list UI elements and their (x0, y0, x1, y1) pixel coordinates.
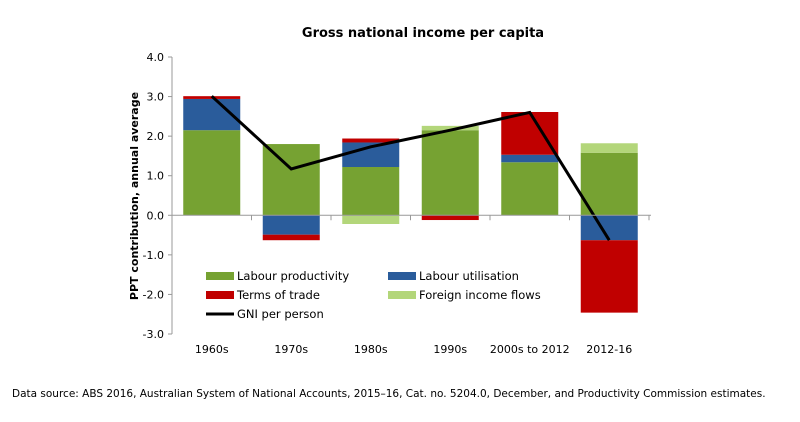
bar-foreign-income-flows (580, 143, 638, 153)
legend-swatch (206, 291, 234, 299)
legend-swatch (388, 291, 416, 299)
bar-labour-productivity (580, 152, 638, 216)
legend-label: Labour utilisation (419, 269, 519, 283)
chart-title: Gross national income per capita (302, 26, 544, 41)
legend-label: GNI per person (237, 307, 324, 321)
x-tick-label: 2012-16 (586, 343, 632, 356)
y-tick-label: -3.0 (143, 328, 164, 341)
bar-labour-productivity (342, 167, 400, 216)
line-gni-per-person (210, 95, 611, 242)
y-tick-label: 1.0 (147, 170, 165, 183)
y-tick-label: 3.0 (147, 91, 165, 104)
bar-labour-productivity (501, 162, 559, 216)
bar-terms-of-trade (580, 240, 638, 313)
bar-labour-utilisation (501, 154, 559, 163)
legend-swatch (388, 272, 416, 280)
bar-foreign-income-flows (342, 215, 400, 224)
legend-label: Labour productivity (237, 269, 349, 283)
bar-terms-of-trade (262, 234, 320, 241)
x-tick-label: 1980s (354, 343, 388, 356)
y-tick-label: 2.0 (147, 130, 165, 143)
y-axis-label: PPT contribution, annual average (128, 92, 141, 300)
y-tick-label: 0.0 (147, 209, 165, 222)
bar-terms-of-trade (501, 112, 559, 155)
bar-labour-utilisation (262, 215, 320, 235)
bar-terms-of-trade (342, 138, 400, 143)
y-tick-label: -2.0 (143, 288, 164, 301)
bar-labour-productivity (421, 130, 479, 216)
x-tick-label: 1960s (195, 343, 229, 356)
legend-swatch (206, 272, 234, 280)
x-tick-label: 2000s to 2012 (490, 343, 570, 356)
bar-labour-productivity (183, 130, 241, 216)
bar-terms-of-trade (421, 215, 479, 221)
x-tick-label: 1990s (433, 343, 467, 356)
bar-labour-utilisation (580, 215, 638, 241)
y-tick-label: 4.0 (147, 51, 165, 64)
legend-label: Terms of trade (236, 288, 320, 302)
x-tick-label: 1970s (274, 343, 308, 356)
y-tick-label: -1.0 (143, 249, 164, 262)
legend-label: Foreign income flows (419, 288, 541, 302)
chart: Gross national income per capita PPT con… (128, 26, 651, 356)
bar-foreign-income-flows (421, 125, 479, 131)
bar-labour-productivity (262, 144, 320, 216)
data-source-note: Data source: ABS 2016, Australian System… (12, 388, 766, 400)
